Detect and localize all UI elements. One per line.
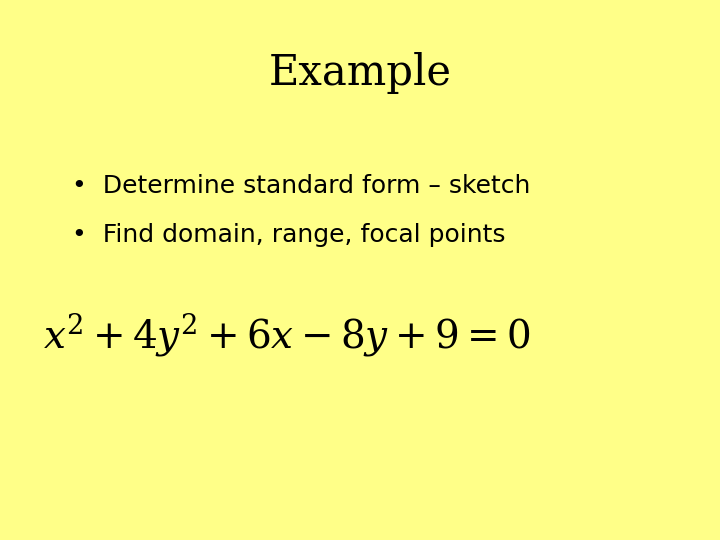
Text: •  Find domain, range, focal points: • Find domain, range, focal points: [72, 223, 505, 247]
Text: Example: Example: [269, 52, 451, 94]
Text: $x^{2} + 4y^{2} + 6x - 8y + 9 = 0$: $x^{2} + 4y^{2} + 6x - 8y + 9 = 0$: [43, 311, 531, 359]
Text: •  Determine standard form – sketch: • Determine standard form – sketch: [72, 174, 531, 198]
